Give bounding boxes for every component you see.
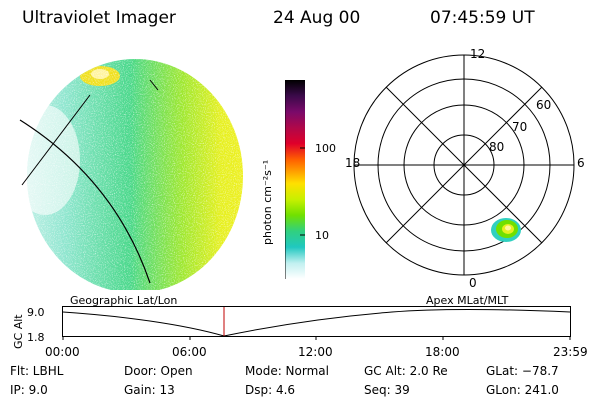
- ip-value: IP: 9.0: [10, 383, 48, 397]
- earth-disk: [27, 59, 243, 290]
- colorbar-tick-100: 100: [315, 142, 336, 155]
- glat-value: GLat: −78.7: [486, 364, 559, 378]
- timeline-y-top: 9.0: [27, 306, 45, 319]
- auroral-image: [19, 59, 243, 290]
- auroral-oval-spot: [491, 218, 521, 242]
- color-scale-bar: [285, 80, 305, 279]
- timeline-tick-0600: 06:00: [172, 345, 207, 359]
- timeline-plot: [62, 306, 571, 340]
- observation-date: 24 Aug 00: [273, 8, 361, 28]
- instrument-title: Ultraviolet Imager: [22, 8, 176, 28]
- timeline-tick-1200: 12:00: [298, 345, 333, 359]
- seq-value: Seq: 39: [364, 383, 410, 397]
- mlt-label-6: 6: [577, 156, 585, 170]
- dsp-value: Dsp: 4.6: [245, 383, 296, 397]
- polar-plot: [353, 54, 575, 276]
- glon-value: GLon: 241.0: [486, 383, 559, 397]
- mlt-label-18: 18: [345, 156, 361, 170]
- grid-line: [149, 79, 159, 91]
- filter-value: Flt: LBHL: [10, 364, 64, 378]
- colorbar-label: photon cm⁻²s⁻¹: [261, 159, 274, 245]
- mlat-label-60: 60: [536, 98, 552, 112]
- timeline-y-bottom: 1.8: [27, 331, 45, 344]
- gc-alt-value: GC Alt: 2.0 Re: [364, 364, 448, 378]
- mlt-label-12: 12: [470, 47, 486, 61]
- timeline-tick-0000: 00:00: [45, 345, 80, 359]
- colorbar-tick-10: 10: [315, 229, 329, 242]
- door-value: Door: Open: [124, 364, 193, 378]
- observation-time: 07:45:59 UT: [430, 8, 535, 28]
- timeline-y-label: GC Alt: [12, 314, 25, 349]
- mode-value: Mode: Normal: [245, 364, 329, 378]
- timeline-right-title: Apex MLat/MLT: [426, 294, 509, 307]
- terminator-line: [19, 119, 151, 284]
- timeline-tick-1800: 18:00: [425, 345, 460, 359]
- mlat-label-70: 70: [512, 120, 528, 134]
- grid-line: [21, 94, 91, 186]
- gain-value: Gain: 13: [124, 383, 175, 397]
- mlt-label-0: 0: [469, 276, 477, 290]
- timeline-tick-2359: 23:59: [553, 345, 588, 359]
- mlat-label-80: 80: [489, 140, 505, 154]
- timeline-left-title: Geographic Lat/Lon: [70, 294, 178, 307]
